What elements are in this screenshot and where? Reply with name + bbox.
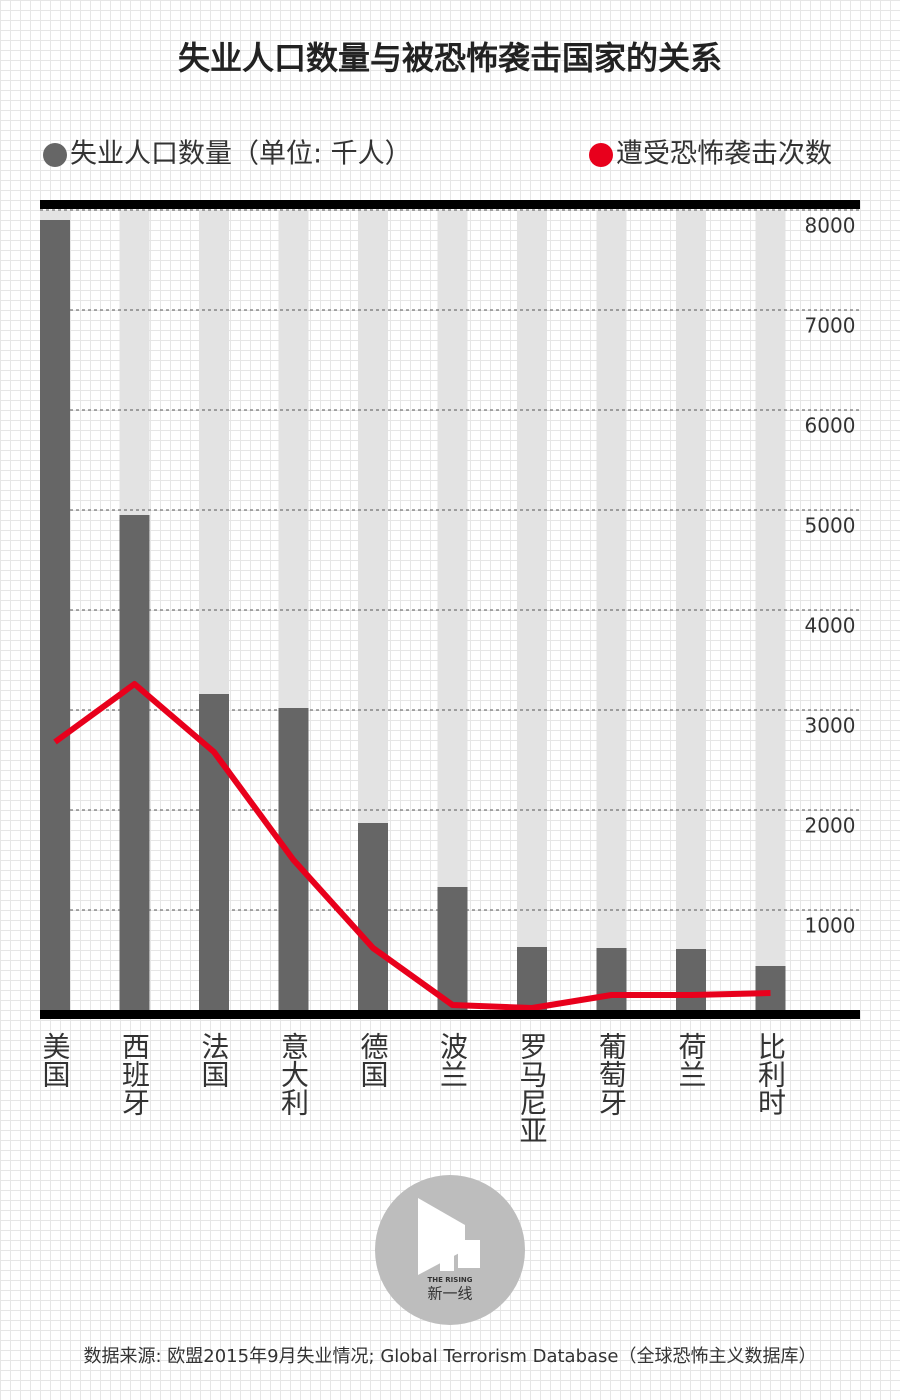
bar [676, 949, 706, 1010]
logo-text: 新一线 [427, 1285, 472, 1303]
legend-label: 失业人口数量（单位: 千人） [70, 139, 412, 170]
x-tick-label: 法国 [198, 1032, 231, 1088]
bar [755, 966, 786, 1010]
bar [517, 947, 547, 1010]
y-tick-label: 1000 [805, 914, 856, 938]
x-tick-label: 葡萄牙 [595, 1032, 628, 1116]
x-tick-label: 比利时 [754, 1032, 787, 1116]
legend-label: 遭受恐怖袭击次数 [616, 139, 832, 170]
x-tick-label: 西班牙 [118, 1032, 151, 1116]
logo-shape [458, 1240, 480, 1268]
bar [437, 887, 468, 1010]
chart-title: 失业人口数量与被恐怖袭击国家的关系 [178, 39, 722, 77]
y-tick-label: 7000 [805, 314, 856, 338]
y-tick-label: 3000 [805, 714, 856, 738]
legend-swatch [589, 143, 613, 167]
logo: THE RISING 新一线 [375, 1175, 525, 1325]
legend-swatch [43, 143, 67, 167]
x-tick-label: 意大利 [277, 1032, 310, 1116]
x-tick-label: 德国 [357, 1032, 390, 1088]
bar [40, 220, 70, 1010]
y-tick-label: 6000 [805, 414, 856, 438]
x-tick-label: 罗马尼亚 [516, 1032, 549, 1144]
bar [119, 515, 150, 1010]
x-tick-label: 美国 [39, 1032, 72, 1088]
logo-shape [440, 1235, 454, 1271]
y-tick-label: 2000 [805, 814, 856, 838]
x-tick-label: 荷兰 [675, 1032, 708, 1088]
axis-top [40, 200, 860, 209]
logo-subtext: THE RISING [427, 1276, 472, 1284]
bar [596, 948, 627, 1010]
line [53, 681, 771, 1011]
source: 数据来源: 欧盟2015年9月失业情况; Global Terrorism Da… [83, 1346, 816, 1367]
x-tick-label: 波兰 [436, 1032, 469, 1088]
y-tick-label: 5000 [805, 514, 856, 538]
bar [358, 823, 388, 1010]
y-tick-label: 8000 [805, 214, 856, 238]
axis-bottom [40, 1010, 860, 1019]
y-tick-label: 4000 [805, 614, 856, 638]
